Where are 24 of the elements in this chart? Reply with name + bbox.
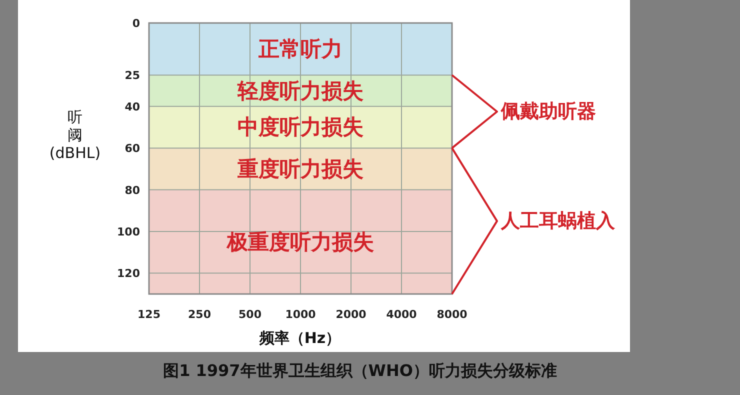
x-tick-label: 500: [238, 308, 262, 321]
band-label: 正常听力: [258, 37, 342, 62]
x-tick-label: 250: [188, 308, 212, 321]
y-tick-label: 60: [124, 142, 140, 156]
y-tick-label: 0: [132, 17, 140, 30]
band-label: 极重度听力损失: [226, 230, 374, 254]
x-tick-label: 1000: [285, 308, 316, 321]
x-tick-label: 2000: [336, 308, 367, 321]
text: 佩戴助听器: [500, 100, 596, 123]
x-axis-title: 频率（Hz）: [258, 329, 341, 347]
x-tick-label: 4000: [386, 308, 418, 321]
y-tick-label: 120: [117, 267, 140, 280]
y-tick-label: 40: [124, 100, 140, 114]
band-label: 轻度听力损失: [236, 78, 364, 103]
band-label: 中度听力损失: [238, 115, 364, 140]
band-label: 重度听力损失: [236, 156, 364, 181]
y-axis-title: 听阈(dBHL): [49, 108, 101, 162]
y-tick-label: 25: [124, 69, 140, 82]
y-tick-label: 80: [124, 184, 140, 197]
x-tick-label: 125: [138, 308, 160, 321]
x-tick-label: 8000: [436, 308, 468, 321]
text: 图1 1997年世界卫生组织（WHO）听力损失分级标准: [163, 361, 557, 380]
text: 人工耳蜗植入: [500, 210, 616, 232]
y-tick-label: 100: [117, 225, 140, 238]
